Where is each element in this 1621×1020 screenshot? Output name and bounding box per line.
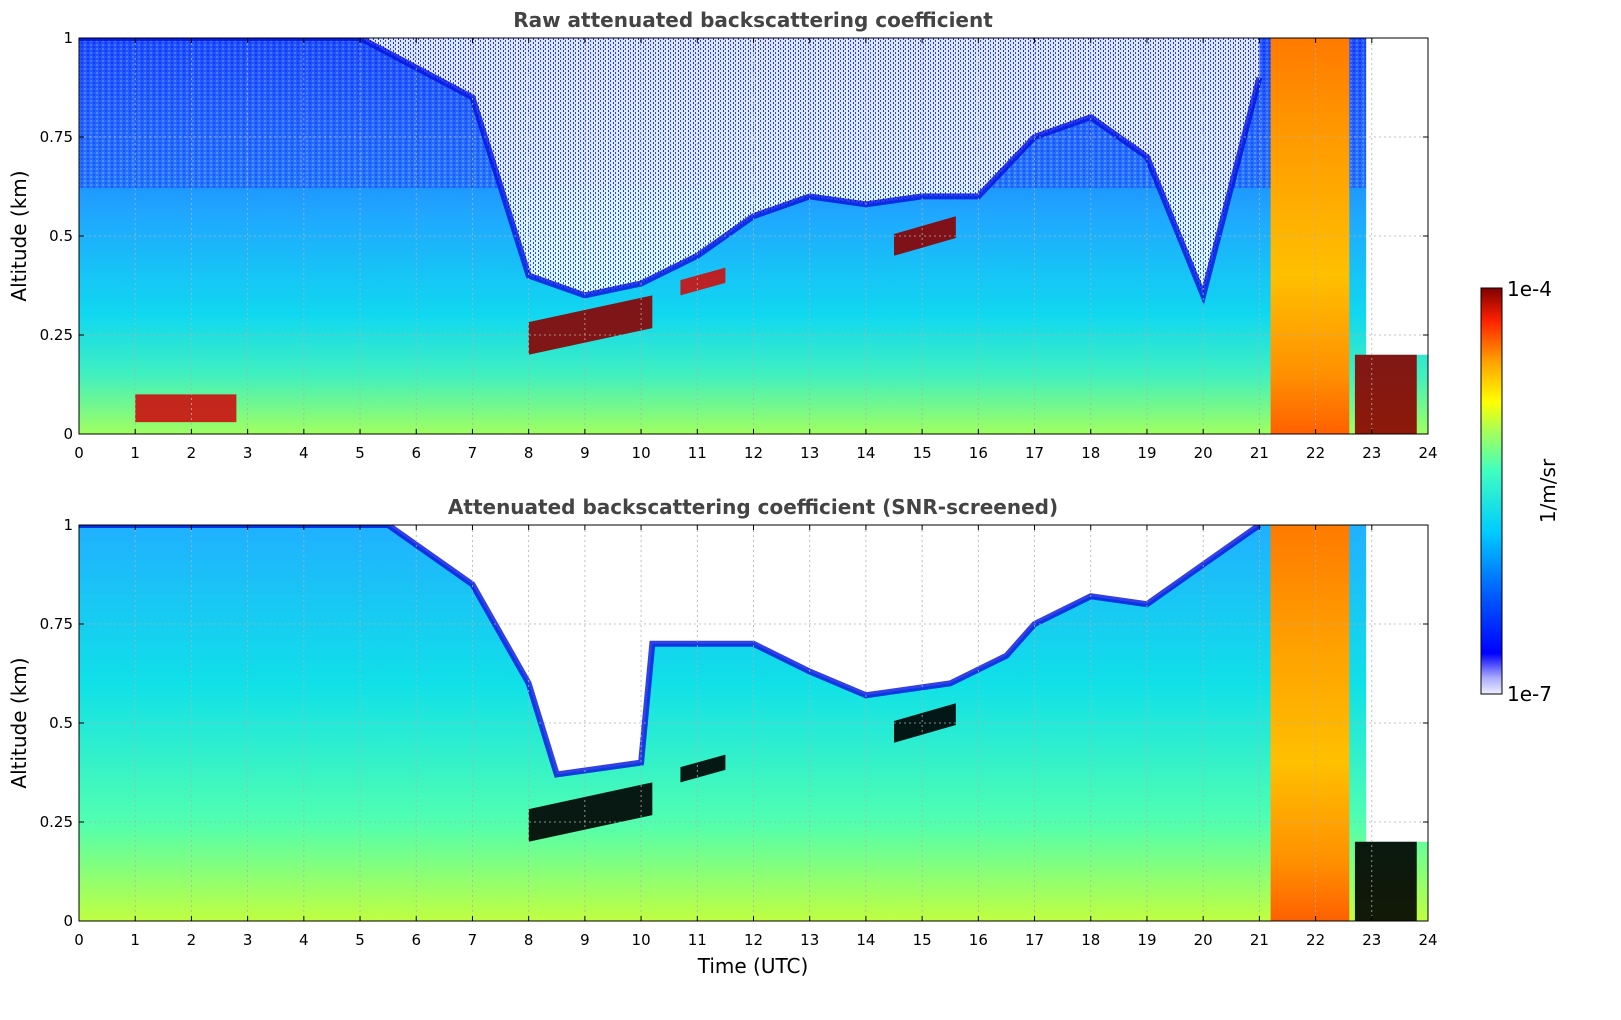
x-tick-label: 3	[243, 444, 253, 462]
feature-low-cloud	[1354, 841, 1417, 921]
x-tick-label: 20	[1194, 444, 1213, 462]
x-tick-label: 14	[856, 444, 875, 462]
x-tick-label: 8	[524, 444, 534, 462]
colorbar-min-label: 1e-7	[1507, 682, 1552, 706]
x-tick-label: 5	[355, 444, 365, 462]
x-axis-label: Time (UTC)	[697, 954, 809, 978]
x-tick-label: 3	[243, 931, 253, 949]
colorbar-unit-label: 1/m/sr	[1536, 458, 1560, 523]
clear-region	[1366, 525, 1428, 842]
x-tick-label: 1	[130, 444, 140, 462]
x-tick-label: 7	[468, 931, 478, 949]
x-tick-label: 21	[1250, 931, 1269, 949]
y-tick-label: 0.5	[49, 227, 73, 245]
x-tick-label: 15	[913, 444, 932, 462]
clear-region	[1366, 38, 1428, 355]
x-tick-label: 11	[688, 931, 707, 949]
x-tick-label: 2	[187, 931, 197, 949]
x-tick-label: 16	[969, 931, 988, 949]
y-tick-label: 0	[63, 912, 73, 930]
x-tick-label: 19	[1137, 931, 1156, 949]
x-tick-label: 10	[632, 444, 651, 462]
feature-cloud-patch	[680, 267, 726, 296]
x-tick-label: 23	[1362, 444, 1381, 462]
x-tick-label: 17	[1025, 931, 1044, 949]
x-tick-label: 6	[411, 444, 421, 462]
x-tick-label: 6	[411, 931, 421, 949]
colorbar: 1e-4 1e-7 1/m/sr	[1480, 277, 1560, 706]
upper-region	[79, 525, 1260, 775]
x-tick-label: 1	[130, 931, 140, 949]
x-tick-label: 4	[299, 444, 309, 462]
upper-region	[79, 38, 1260, 296]
layer-top-edge	[79, 38, 1263, 305]
x-tick-label: 16	[969, 444, 988, 462]
chart-title-screened: Attenuated backscattering coefficient (S…	[448, 495, 1058, 519]
y-tick-label: 0.75	[40, 615, 73, 633]
x-tick-label: 18	[1081, 444, 1100, 462]
x-tick-label: 23	[1362, 931, 1381, 949]
x-tick-label: 21	[1250, 444, 1269, 462]
x-tick-label: 19	[1137, 444, 1156, 462]
feature-low-cloud	[1354, 354, 1417, 434]
x-tick-label: 14	[856, 931, 875, 949]
screened-backscatter-panel: Attenuated backscattering coefficient (S…	[7, 495, 1438, 978]
x-tick-label: 2	[187, 444, 197, 462]
x-tick-label: 24	[1418, 444, 1437, 462]
x-tick-label: 7	[468, 444, 478, 462]
x-tick-label: 8	[524, 931, 534, 949]
y-axis-label-screened: Altitude (km)	[7, 657, 31, 788]
x-tick-label: 18	[1081, 931, 1100, 949]
x-tick-label: 20	[1194, 931, 1213, 949]
colorbar-max-label: 1e-4	[1507, 277, 1552, 301]
x-tick-label: 13	[800, 444, 819, 462]
feature-surface-aerosol	[135, 394, 237, 423]
x-tick-label: 12	[744, 931, 763, 949]
x-tick-label: 22	[1306, 931, 1325, 949]
chart-title-raw: Raw attenuated backscattering coefficien…	[513, 8, 993, 32]
x-tick-label: 22	[1306, 444, 1325, 462]
x-tick-label: 10	[632, 931, 651, 949]
y-tick-label: 0.25	[40, 326, 73, 344]
x-tick-label: 0	[74, 931, 84, 949]
x-tick-label: 0	[74, 444, 84, 462]
x-tick-label: 11	[688, 444, 707, 462]
x-tick-label: 17	[1025, 444, 1044, 462]
x-tick-label: 9	[580, 931, 590, 949]
y-tick-label: 0	[63, 425, 73, 443]
colorbar-gradient	[1480, 287, 1503, 695]
y-tick-label: 0.5	[49, 714, 73, 732]
x-tick-label: 5	[355, 931, 365, 949]
x-tick-label: 4	[299, 931, 309, 949]
raw-backscatter-panel: Raw attenuated backscattering coefficien…	[7, 8, 1438, 462]
x-tick-label: 15	[913, 931, 932, 949]
x-tick-label: 13	[800, 931, 819, 949]
x-tick-label: 24	[1418, 931, 1437, 949]
y-tick-label: 1	[63, 516, 73, 534]
y-axis-label-raw: Altitude (km)	[7, 170, 31, 301]
feature-rising-aerosol-layer	[528, 295, 653, 355]
x-tick-label: 12	[744, 444, 763, 462]
feature-cloud-patch	[680, 754, 726, 783]
y-tick-label: 0.25	[40, 813, 73, 831]
y-tick-label: 0.75	[40, 128, 73, 146]
y-tick-label: 1	[63, 29, 73, 47]
feature-rising-aerosol-layer	[528, 782, 653, 842]
x-tick-label: 9	[580, 444, 590, 462]
